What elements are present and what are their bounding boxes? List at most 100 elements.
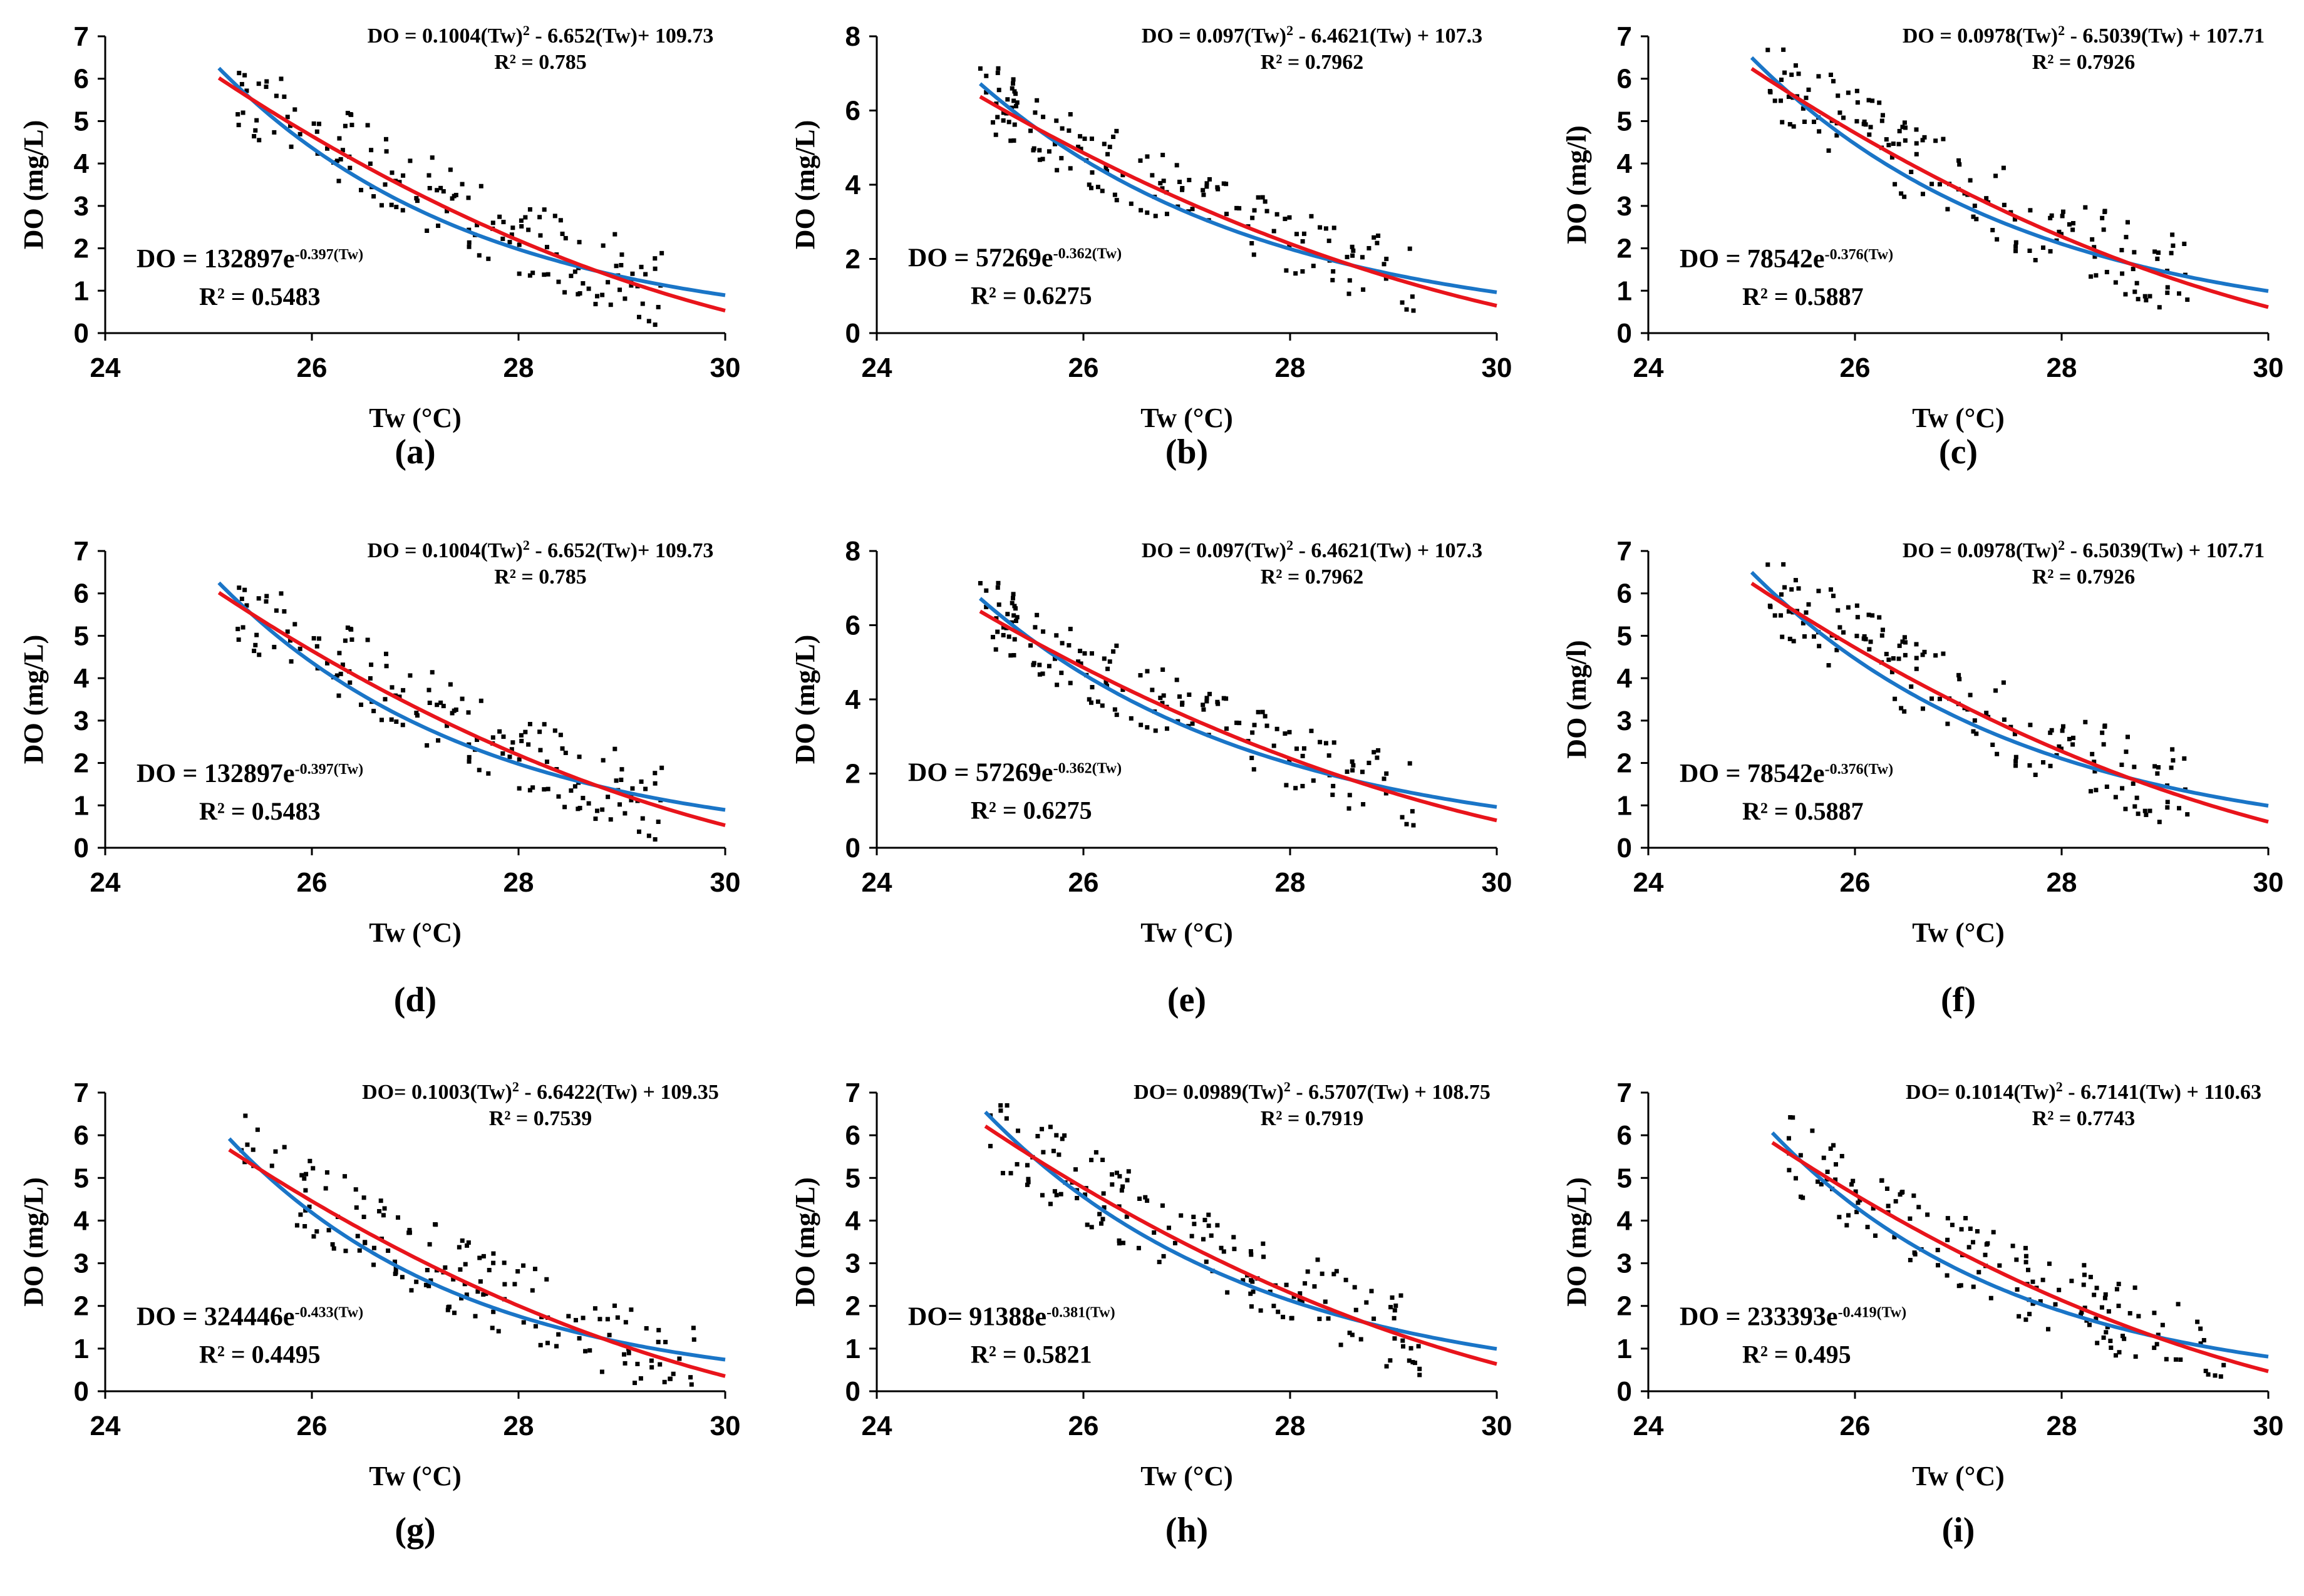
data-point [2169,765,2174,770]
data-point [2132,804,2137,809]
data-point [2069,1279,2074,1284]
data-point [334,673,339,678]
data-point [1160,153,1165,158]
data-point [1059,156,1064,161]
data-point [1408,1346,1413,1351]
data-point [330,1242,335,1247]
y-axis-title: DO (mg/l) [1561,125,1592,244]
data-point [400,1275,405,1280]
data-point [314,1229,319,1234]
data-point [1006,634,1011,639]
data-point [2165,800,2170,805]
data-point [435,188,440,193]
data-point [427,701,432,706]
data-point [1353,1307,1358,1312]
data-point [1400,815,1405,820]
data-point [1252,208,1257,213]
y-tick-label: 6 [74,579,89,609]
data-point [2001,680,2006,685]
data-point [1789,72,1794,77]
data-point [2027,763,2032,768]
data-point [1787,636,1792,641]
data-point [1033,110,1038,115]
data-point [2131,781,2136,786]
data-point [2047,1261,2052,1266]
data-point [639,779,644,784]
data-point [2144,297,2149,302]
data-point [406,1230,411,1235]
data-point [593,302,598,307]
data-point [1052,656,1057,661]
data-point [1968,692,1973,698]
data-point [297,646,302,651]
data-point [2094,1285,2099,1290]
data-point [314,644,319,649]
data-point [619,778,624,783]
data-point [460,696,465,701]
y-tick-label: 7 [74,536,89,567]
data-point [533,1324,538,1329]
data-point [544,1277,549,1282]
data-point [1841,115,1846,120]
data-point [361,1195,366,1200]
data-point [517,242,522,247]
data-point [1026,1176,1031,1182]
data-point [1831,79,1836,84]
x-tick-label: 24 [1633,353,1664,383]
data-point [1933,138,1938,143]
data-point [1772,98,1777,103]
data-point [1114,1170,1119,1175]
data-point [507,240,512,245]
data-point [2198,1341,2203,1346]
data-point [1058,1192,1063,1197]
data-point [1893,182,1898,187]
data-point [2048,763,2053,768]
data-point [1107,659,1112,664]
data-point [497,729,502,734]
data-point [1787,1168,1792,1173]
data-point [1145,210,1150,215]
data-point [1376,748,1381,753]
data-point [2104,785,2109,790]
data-point [2030,1301,2035,1306]
data-point [1945,1237,1950,1242]
data-point [477,253,482,258]
data-point [1366,245,1372,250]
data-point [599,1369,604,1374]
data-point [264,599,269,604]
panel-label: (h) [1165,1511,1208,1550]
data-point [1920,138,1925,143]
data-point [1160,701,1165,706]
data-point [1411,823,1416,828]
data-point [481,1254,486,1259]
data-point [355,1233,360,1238]
data-point [1090,136,1095,142]
data-point [382,1206,387,1211]
data-point [325,146,330,151]
data-point [1001,625,1006,630]
data-point [2014,1257,2019,1262]
data-point [1846,1213,1851,1218]
data-point [583,1349,588,1354]
y-tick-label: 7 [74,21,89,52]
data-point [1300,269,1305,274]
data-point [2155,256,2160,261]
data-point [316,121,321,126]
data-point [272,644,277,649]
data-point [1301,231,1306,236]
data-point [2195,1319,2200,1324]
data-point [2013,759,2018,764]
exponential-equation: DO = 57269e-0.362(Tw) [908,758,1122,787]
data-point [255,1127,260,1132]
data-point [562,805,567,810]
y-tick-label: 4 [845,170,861,200]
data-point [1390,1295,1395,1300]
data-point [1330,277,1335,282]
data-point [615,1315,620,1320]
data-point [415,713,420,718]
data-point [1935,1263,1940,1268]
data-point [1040,1193,1045,1198]
data-point [1041,629,1046,634]
data-point [1264,723,1269,728]
data-point [414,711,419,716]
